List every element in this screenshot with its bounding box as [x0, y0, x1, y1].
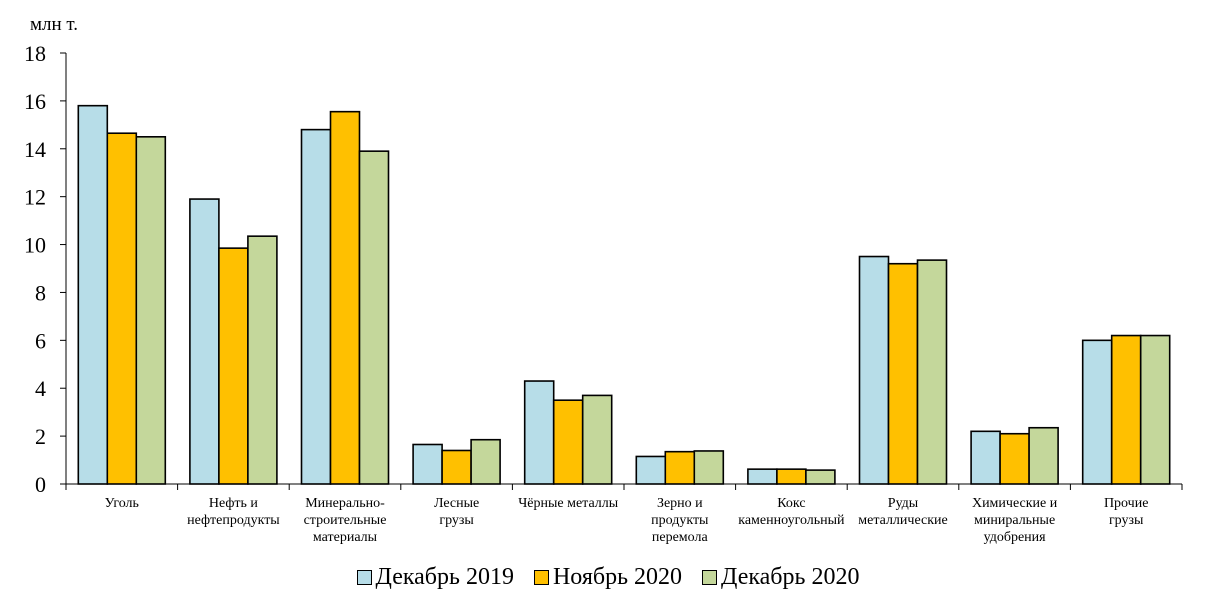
y-tick-label: 6 — [35, 328, 46, 353]
legend-label: Декабрь 2020 — [721, 564, 860, 590]
y-tick-label: 2 — [35, 424, 46, 449]
x-category-label: материалы — [313, 530, 378, 545]
y-axis-unit-label: млн т. — [30, 14, 79, 35]
legend-item-3: Декабрь 2020 — [702, 564, 859, 591]
x-category-label: грузы — [1109, 513, 1144, 528]
y-tick-label: 4 — [35, 376, 46, 401]
y-tick-label: 18 — [24, 41, 46, 66]
bar-3-category-5 — [581, 394, 613, 485]
x-category-label: Прочие — [1104, 496, 1149, 511]
x-category-label: нефтепродукты — [187, 513, 280, 528]
bar-3-category-3 — [358, 150, 390, 485]
bar-1-category-9 — [970, 430, 1001, 485]
x-category-label: Нефть и — [209, 496, 259, 511]
bar-1-category-3 — [300, 128, 332, 485]
x-category-label: металлические — [858, 513, 948, 528]
x-category-label: продукты — [651, 513, 709, 528]
bar-2-category-4 — [441, 449, 472, 485]
legend-item-1: Декабрь 2019 — [356, 564, 514, 591]
x-category-label: каменноугольный — [738, 513, 845, 528]
legend-label: Декабрь 2019 — [375, 564, 514, 590]
x-category-label: Кокс — [777, 496, 805, 511]
bar-2-category-8 — [887, 262, 919, 485]
bar-1-category-7 — [747, 468, 778, 485]
x-category-label: удобрения — [984, 530, 1047, 545]
bar-3-category-7 — [805, 469, 836, 485]
bar-1-category-4 — [412, 443, 443, 485]
bar-3-category-4 — [470, 438, 501, 485]
y-axis-ticks: 0 2 4 6 8 10 12 14 16 18 — [24, 41, 66, 497]
x-category-label: строительные — [304, 513, 387, 528]
x-category-label: Зерно и — [657, 496, 703, 511]
bar-2-category-7 — [776, 468, 807, 485]
bar-3-category-2 — [247, 235, 278, 485]
x-category-label: Лесные — [434, 496, 479, 511]
x-category-label: перемола — [652, 530, 709, 545]
bar-1-category-1 — [77, 104, 109, 485]
y-tick-label: 14 — [24, 137, 46, 162]
y-tick-label: 16 — [24, 89, 46, 114]
bar-1-category-8 — [858, 255, 890, 485]
y-tick-label: 10 — [24, 233, 46, 258]
x-category-label: грузы — [439, 513, 474, 528]
bar-2-category-1 — [106, 132, 138, 485]
bar-2-category-3 — [329, 110, 361, 485]
bars-group — [77, 104, 1171, 485]
bar-3-category-8 — [916, 259, 948, 485]
bar-1-category-2 — [189, 198, 220, 485]
bar-2-category-10 — [1110, 334, 1142, 485]
legend-swatch — [702, 570, 718, 585]
bar-1-category-10 — [1081, 339, 1113, 485]
bar-2-category-2 — [218, 247, 249, 485]
legend-label: Ноябрь 2020 — [552, 564, 683, 590]
bar-1-category-6 — [635, 455, 667, 485]
x-category-label: Чёрные металлы — [518, 496, 619, 511]
axes — [65, 53, 1183, 490]
y-tick-label: 8 — [35, 280, 46, 305]
legend-swatch — [533, 570, 549, 585]
bar-3-category-1 — [135, 136, 167, 485]
bar-1-category-5 — [523, 380, 555, 485]
legend-swatch — [356, 570, 372, 585]
y-tick-label: 0 — [35, 472, 46, 497]
y-tick-label: 12 — [24, 185, 46, 210]
bar-2-category-9 — [999, 432, 1030, 485]
x-axis-labels: Уголь Нефть и нефтепродукты Минерально-стро… — [105, 496, 1149, 545]
bar-2-category-6 — [664, 450, 696, 485]
bar-3-category-9 — [1028, 426, 1059, 485]
bar-3-category-6 — [693, 450, 725, 485]
x-category-label: Минерально- — [305, 496, 385, 511]
legend-item-2: Ноябрь 2020 — [533, 564, 683, 591]
x-category-label: Химические и — [972, 496, 1058, 511]
x-category-label: Уголь — [105, 496, 139, 511]
x-category-label: Руды — [888, 496, 919, 511]
x-category-label: миниральные — [974, 513, 1055, 528]
bar-2-category-5 — [552, 399, 584, 485]
legend: Декабрь 2019 Ноябрь 2020 Декабрь 2020 — [0, 564, 1216, 591]
bar-3-category-10 — [1139, 334, 1171, 485]
